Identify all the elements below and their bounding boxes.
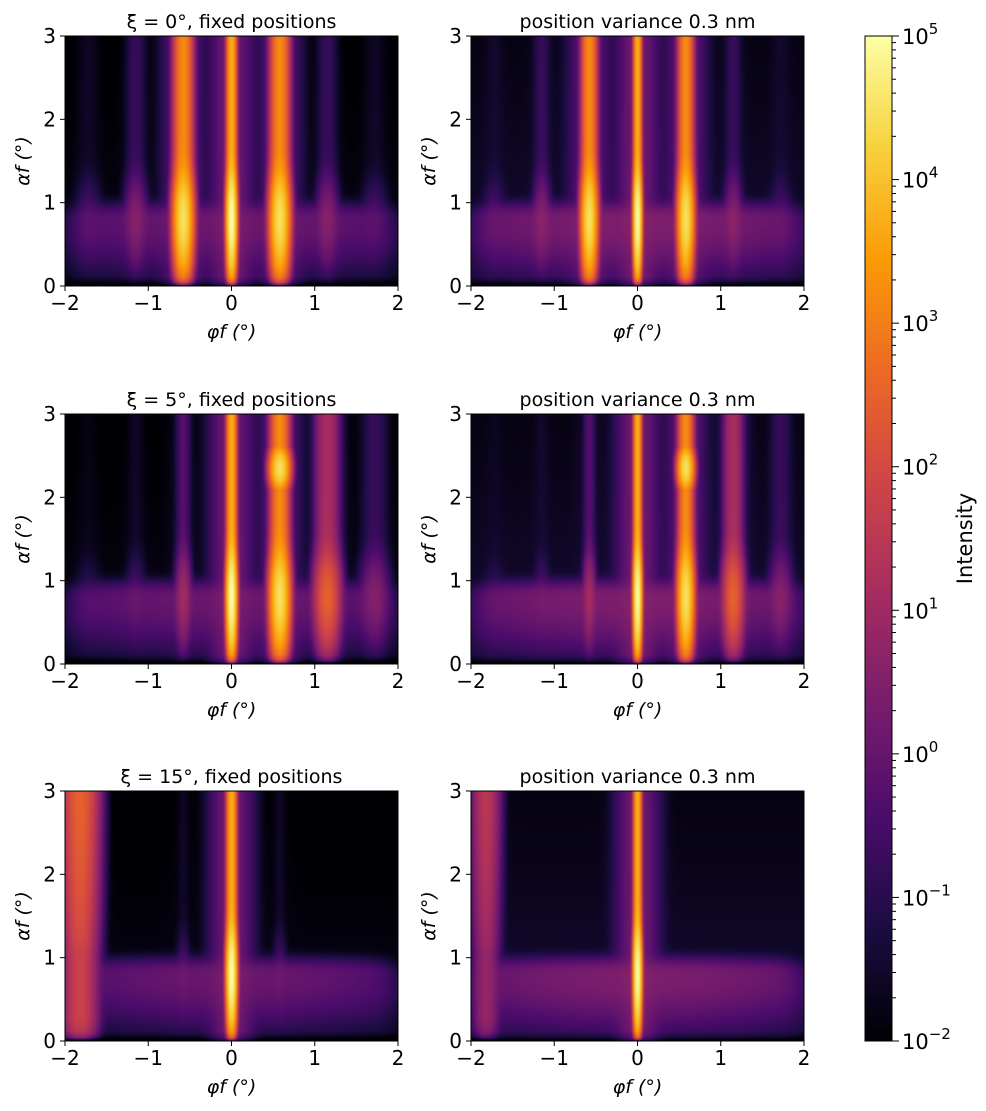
panel-title: position variance 0.3 nm	[520, 11, 756, 33]
x-axis-label: φf (°)	[207, 1076, 257, 1098]
y-tick-label: 1	[449, 946, 462, 970]
y-tick-label: 3	[449, 24, 462, 48]
panel-title: position variance 0.3 nm	[520, 389, 756, 411]
x-tick-label: 2	[392, 291, 405, 315]
y-tick-label: 1	[43, 946, 56, 970]
x-tick-label: 2	[798, 669, 811, 693]
heatmap-panel: −2 −1 0 1 2 0 1 2 3 position variance 0.3 nm φf (°…	[418, 389, 810, 721]
y-tick-label: 3	[449, 779, 462, 803]
x-tick-label: −2	[456, 1046, 485, 1070]
heatmap-panel: −2 −1 0 1 2 0 1 2 3 ξ = 5°, fixed positions φf (°)…	[12, 389, 404, 721]
y-tick-label: 3	[43, 24, 56, 48]
y-axis-label: αf (°)	[12, 514, 34, 564]
y-axis-label: αf (°)	[418, 891, 440, 941]
x-tick-label: −2	[50, 669, 79, 693]
y-tick-label: 1	[449, 569, 462, 593]
colorbar-tick-label: 105	[902, 20, 938, 49]
x-tick-label: −1	[134, 669, 163, 693]
y-tick-label: 2	[43, 107, 56, 131]
y-axis-label: αf (°)	[418, 136, 440, 186]
colorbar-label: Intensity	[953, 493, 977, 584]
colorbar: 105 104 103 102 101 100 10−1 10−2 Intensity	[864, 20, 977, 1054]
heatmap-image	[65, 36, 398, 286]
panels: −2 −1 0 1 2 0 1 2 3 ξ = 0°, fixed positions φf (°)…	[12, 11, 810, 1098]
x-tick-label: −2	[456, 291, 485, 315]
heatmap-image	[65, 791, 398, 1041]
colorbar-tick-label: 104	[902, 164, 938, 193]
y-tick-label: 2	[43, 862, 56, 886]
x-tick-label: −1	[540, 669, 569, 693]
panel-title: ξ = 0°, fixed positions	[127, 11, 337, 33]
x-tick-label: 0	[225, 291, 238, 315]
colorbar-tick-label: 103	[902, 307, 938, 336]
x-tick-label: −1	[540, 291, 569, 315]
heatmap-panel: −2 −1 0 1 2 0 1 2 3 position variance 0.3 nm φf (°…	[418, 11, 810, 343]
x-tick-label: 2	[798, 1046, 811, 1070]
heatmap-image	[65, 414, 398, 664]
x-tick-label: 2	[798, 291, 811, 315]
x-tick-label: 1	[714, 669, 727, 693]
x-tick-label: 0	[225, 669, 238, 693]
y-tick-label: 0	[43, 274, 56, 298]
y-tick-label: 1	[43, 569, 56, 593]
x-tick-label: 1	[714, 1046, 727, 1070]
colorbar-tick-label: 10−2	[902, 1025, 951, 1054]
x-tick-label: 1	[714, 291, 727, 315]
y-axis-label: αf (°)	[12, 136, 34, 186]
y-tick-label: 3	[449, 402, 462, 426]
colorbar-tick-label: 10−1	[902, 881, 951, 910]
y-tick-label: 0	[43, 1029, 56, 1053]
y-tick-label: 3	[43, 402, 56, 426]
heatmap-panel: −2 −1 0 1 2 0 1 2 3 ξ = 15°, fixed positions φf (°…	[12, 766, 404, 1098]
x-tick-label: 0	[225, 1046, 238, 1070]
y-tick-label: 0	[43, 652, 56, 676]
x-tick-label: 0	[631, 291, 644, 315]
x-axis-label: φf (°)	[613, 1076, 663, 1098]
x-tick-label: −1	[134, 1046, 163, 1070]
x-tick-label: −2	[456, 669, 485, 693]
y-axis-label: αf (°)	[418, 514, 440, 564]
heatmap-image	[471, 36, 804, 286]
y-tick-label: 0	[449, 652, 462, 676]
heatmap-panel: −2 −1 0 1 2 0 1 2 3 position variance 0.3 nm φf (°…	[418, 766, 810, 1098]
colorbar-tick-label: 100	[902, 738, 938, 767]
y-tick-label: 0	[449, 274, 462, 298]
x-axis-label: φf (°)	[613, 699, 663, 721]
x-tick-label: 0	[631, 1046, 644, 1070]
colorbar-tick-label: 102	[902, 451, 938, 480]
y-tick-label: 2	[43, 485, 56, 509]
x-tick-label: 0	[631, 669, 644, 693]
colorbar-tick-label: 101	[902, 594, 938, 623]
x-tick-label: 1	[308, 1046, 321, 1070]
y-tick-label: 3	[43, 779, 56, 803]
x-tick-label: −1	[134, 291, 163, 315]
heatmap-panel: −2 −1 0 1 2 0 1 2 3 ξ = 0°, fixed positions φf (°)…	[12, 11, 404, 343]
colorbar-gradient	[864, 35, 893, 1042]
x-axis-label: φf (°)	[207, 699, 257, 721]
x-tick-label: −2	[50, 291, 79, 315]
y-tick-label: 2	[449, 862, 462, 886]
panel-title: position variance 0.3 nm	[520, 766, 756, 788]
y-tick-label: 0	[449, 1029, 462, 1053]
x-tick-label: 2	[392, 669, 405, 693]
y-tick-label: 1	[449, 191, 462, 215]
y-tick-label: 1	[43, 191, 56, 215]
heatmap-image	[471, 414, 804, 664]
x-tick-label: −2	[50, 1046, 79, 1070]
y-tick-label: 2	[449, 107, 462, 131]
x-tick-label: −1	[540, 1046, 569, 1070]
x-tick-label: 2	[392, 1046, 405, 1070]
panel-title: ξ = 15°, fixed positions	[121, 766, 343, 788]
x-tick-label: 1	[308, 669, 321, 693]
y-tick-label: 2	[449, 485, 462, 509]
y-axis-label: αf (°)	[12, 891, 34, 941]
x-axis-label: φf (°)	[207, 321, 257, 343]
panel-title: ξ = 5°, fixed positions	[127, 389, 337, 411]
heatmap-image	[471, 791, 804, 1041]
x-tick-label: 1	[308, 291, 321, 315]
x-axis-label: φf (°)	[613, 321, 663, 343]
